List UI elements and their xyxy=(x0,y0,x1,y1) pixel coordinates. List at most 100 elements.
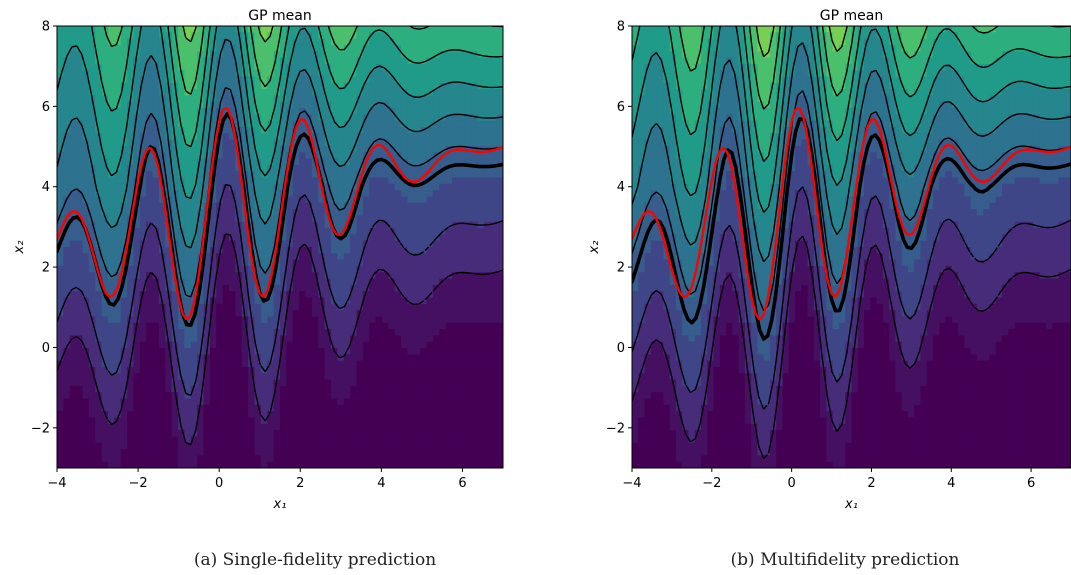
heat-cell xyxy=(388,436,396,444)
heat-cell xyxy=(184,215,192,223)
heat-cell xyxy=(356,253,364,261)
heat-cell xyxy=(184,423,192,431)
heat-cell xyxy=(222,398,230,406)
heat-cell xyxy=(426,379,434,387)
heat-cell xyxy=(203,32,211,40)
heat-cell xyxy=(464,234,472,242)
heat-cell xyxy=(82,108,90,115)
heat-cell xyxy=(337,183,345,191)
heat-cell xyxy=(350,38,358,46)
heat-cell xyxy=(197,183,205,191)
heat-cell xyxy=(248,278,256,286)
heat-cell xyxy=(235,57,243,65)
heat-cell xyxy=(464,461,472,468)
heat-cell xyxy=(76,133,84,141)
heat-cell xyxy=(184,284,192,292)
heat-cell xyxy=(324,247,332,254)
heat-cell xyxy=(63,95,71,103)
heat-cell xyxy=(190,215,198,223)
heat-cell xyxy=(88,108,96,115)
heat-cell xyxy=(229,322,236,330)
heat-cell xyxy=(337,228,345,235)
heat-cell xyxy=(483,190,491,198)
heat-cell xyxy=(483,95,491,103)
heat-cell xyxy=(324,303,332,311)
heat-cell xyxy=(496,240,503,248)
heat-cell xyxy=(362,221,370,229)
heat-cell xyxy=(88,329,96,336)
heat-cell xyxy=(369,57,377,65)
heat-cell xyxy=(82,430,90,438)
heat-cell xyxy=(343,114,351,122)
heat-cell xyxy=(381,423,389,431)
heat-cell xyxy=(171,70,179,78)
heat-cell xyxy=(127,190,135,198)
heat-cell xyxy=(120,177,128,185)
heat-cell xyxy=(458,215,466,223)
heat-cell xyxy=(222,341,230,349)
heat-cell xyxy=(260,423,268,431)
heat-cell xyxy=(407,32,415,40)
heat-cell xyxy=(401,455,409,463)
heat-cell xyxy=(445,234,453,242)
heat-cell xyxy=(388,379,396,387)
heat-cell xyxy=(452,341,459,349)
heat-cell xyxy=(337,82,345,90)
heat-cell xyxy=(197,38,205,46)
heat-cell xyxy=(95,430,103,438)
heat-cell xyxy=(432,354,440,362)
heat-cell xyxy=(127,44,135,52)
heat-cell xyxy=(222,120,230,128)
heat-cell xyxy=(229,385,236,393)
heat-cell xyxy=(299,139,307,147)
heat-cell xyxy=(305,354,313,362)
heat-cell xyxy=(152,348,160,355)
heat-cell xyxy=(267,461,275,468)
heat-cell xyxy=(82,423,90,431)
heat-cell xyxy=(133,398,141,406)
heat-cell xyxy=(146,259,154,267)
heat-cell xyxy=(439,379,447,387)
heat-cell xyxy=(280,152,287,160)
heat-cell xyxy=(324,44,332,52)
heat-cell xyxy=(146,455,154,463)
heat-cell xyxy=(381,442,389,450)
heat-cell xyxy=(394,259,402,267)
heat-cell xyxy=(458,303,466,311)
heat-cell xyxy=(120,70,128,78)
heat-cell xyxy=(76,101,84,109)
heat-cell xyxy=(350,265,358,273)
heat-cell xyxy=(88,38,96,46)
heat-cell xyxy=(158,164,166,172)
heat-cell xyxy=(292,247,300,254)
heat-cell xyxy=(420,247,428,254)
heat-cell xyxy=(439,202,447,210)
heat-cell xyxy=(171,291,179,299)
heat-cell xyxy=(57,139,64,147)
heat-cell xyxy=(292,316,300,324)
heat-cell xyxy=(69,354,77,362)
heat-cell xyxy=(171,297,179,305)
heat-cell xyxy=(82,442,90,450)
heat-cell xyxy=(401,247,409,254)
heat-cell xyxy=(190,196,198,204)
heat-cell xyxy=(82,164,90,172)
heat-cell xyxy=(458,423,466,431)
heat-cell xyxy=(267,341,275,349)
heat-cell xyxy=(292,398,300,406)
heat-cell xyxy=(292,404,300,412)
heat-cell xyxy=(120,209,128,217)
heat-cell xyxy=(394,145,402,153)
heat-cell xyxy=(388,348,396,355)
heat-cell xyxy=(292,70,300,78)
heat-cell xyxy=(471,366,479,374)
heat-cell xyxy=(88,234,96,242)
heat-cell xyxy=(254,70,262,78)
heat-cell xyxy=(464,329,472,336)
heat-cell xyxy=(657,26,664,33)
heat-cell xyxy=(343,253,351,261)
heat-cell xyxy=(407,265,415,273)
heat-cell xyxy=(356,32,364,40)
heat-cell xyxy=(101,404,109,412)
heat-cell xyxy=(432,297,440,305)
